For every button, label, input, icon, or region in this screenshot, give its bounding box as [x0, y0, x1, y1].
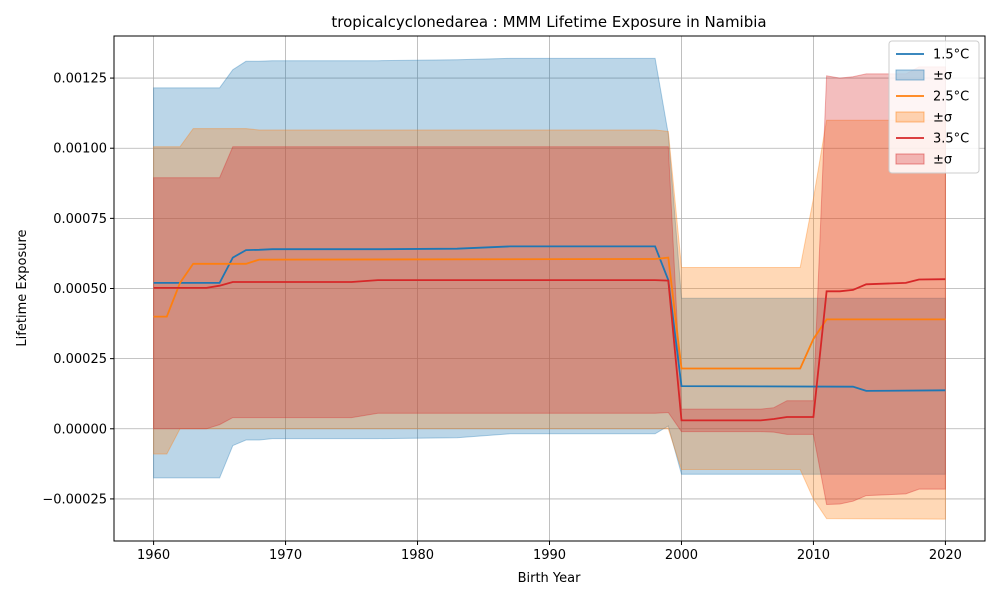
legend-label: 1.5°C [933, 48, 969, 63]
x-tick-label: 1970 [269, 548, 302, 563]
legend-label: ±σ [933, 69, 952, 84]
y-tick-label: 0.00050 [53, 282, 107, 297]
legend-box [888, 40, 980, 174]
x-tick-label: 2010 [797, 548, 830, 563]
y-tick-label: 0.00075 [53, 212, 107, 227]
chart-title: tropicalcyclonedarea : MMM Lifetime Expo… [331, 13, 766, 31]
y-tick-label: 0.00000 [53, 422, 107, 437]
band-series-3 [153, 66, 946, 506]
legend: 1.5°C ±σ 2.5°C ±σ 3.5°C ±σ [888, 40, 980, 174]
x-tick-label: 2020 [929, 548, 962, 563]
std-bands [153, 57, 946, 520]
legend-band-swatch [895, 111, 925, 123]
y-tick-label: −0.00025 [42, 492, 107, 507]
x-axis: 1960 1970 1980 1990 2000 2010 2020 [137, 541, 962, 563]
y-axis-title: Lifetime Exposure [15, 229, 30, 346]
x-axis-title: Birth Year [518, 571, 582, 586]
series-lines [153, 245, 946, 422]
band-series-1 [153, 57, 946, 479]
line-series-1 [153, 245, 946, 392]
legend-band-swatch [895, 153, 925, 165]
legend-label: 3.5°C [933, 132, 969, 147]
x-tick-label: 1990 [533, 548, 566, 563]
x-tick-label: 1960 [137, 548, 170, 563]
legend-label: ±σ [933, 153, 952, 168]
band-series-2 [153, 119, 946, 520]
x-tick-label: 2000 [665, 548, 698, 563]
grid-lines [114, 36, 985, 541]
y-tick-label: 0.00100 [53, 142, 107, 157]
line-series-3 [153, 278, 946, 422]
y-tick-label: 0.00025 [53, 352, 107, 367]
x-tick-label: 1980 [401, 548, 434, 563]
y-axis: −0.00025 0.00000 0.00025 0.00050 0.00075 0.00… [42, 72, 114, 507]
legend-label: 2.5°C [933, 90, 969, 105]
y-tick-label: 0.00125 [53, 72, 107, 87]
legend-label: ±σ [933, 111, 952, 126]
line-series-2 [153, 256, 946, 370]
legend-band-swatch [895, 69, 925, 81]
